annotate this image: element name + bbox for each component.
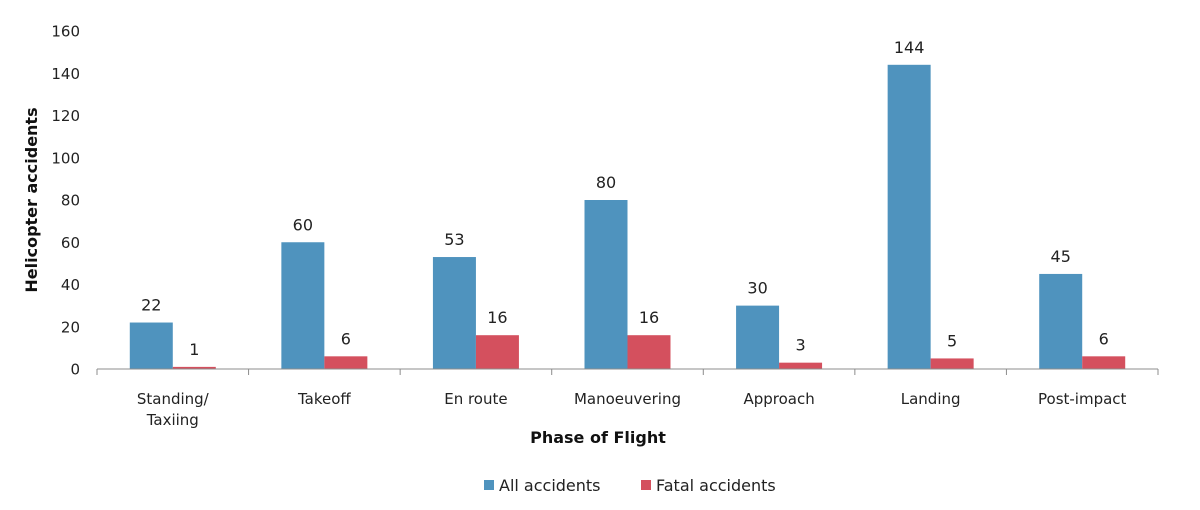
y-tick-label: 120: [51, 107, 80, 125]
data-label: 80: [596, 173, 616, 192]
legend-label: Fatal accidents: [656, 476, 776, 495]
x-tick-label: Approach: [743, 390, 814, 408]
x-axis: Standing/Taxiing Takeoff En route Manoeuver…: [96, 368, 1159, 429]
y-tick-label: 60: [61, 234, 80, 252]
bar: [129, 322, 173, 369]
x-axis-title: Phase of Flight: [530, 428, 666, 447]
data-label: 16: [487, 308, 507, 327]
y-axis: 0 20 40 60 80 100 120 140 160: [51, 23, 80, 379]
bar: [281, 242, 325, 369]
y-tick-label: 40: [61, 276, 80, 294]
bar: [584, 200, 628, 369]
data-label: 144: [894, 38, 925, 57]
x-tick-label: Standing/Taxiing: [137, 390, 210, 429]
data-label: 53: [444, 230, 464, 249]
x-tick-label: Takeoff: [297, 390, 351, 408]
bar: [1039, 273, 1083, 369]
data-label: 22: [141, 296, 161, 315]
bar: [779, 362, 823, 369]
data-label: 30: [747, 279, 767, 298]
x-tick-label: Manoeuvering: [574, 390, 681, 408]
bar: [1082, 356, 1126, 369]
x-tick-label: Landing: [901, 390, 961, 408]
y-tick-label: 160: [51, 23, 80, 41]
data-label: 1: [189, 340, 199, 359]
y-axis-title: Helicopter accidents: [22, 107, 41, 292]
data-label: 16: [639, 308, 659, 327]
data-label: 3: [795, 336, 805, 355]
bar: [736, 305, 780, 369]
bar: [172, 366, 216, 369]
bar: [930, 358, 974, 369]
bar: [324, 356, 368, 369]
bar: [432, 257, 476, 369]
y-tick-label: 20: [61, 318, 80, 336]
bar: [627, 335, 671, 369]
bar: [887, 64, 931, 370]
bar: [475, 335, 519, 369]
legend: All accidents Fatal accidents: [484, 476, 776, 495]
legend-label: All accidents: [499, 476, 601, 495]
y-tick-label: 140: [51, 65, 80, 83]
data-label: 45: [1051, 247, 1071, 266]
data-label: 60: [293, 215, 313, 234]
x-tick-label: Post-impact: [1038, 390, 1127, 408]
data-label: 5: [947, 331, 957, 350]
data-label: 6: [341, 329, 351, 348]
y-tick-label: 80: [61, 192, 80, 210]
data-label: 6: [1099, 329, 1109, 348]
legend-swatch: [641, 480, 651, 490]
x-tick-label: En route: [444, 390, 507, 408]
legend-swatch: [484, 480, 494, 490]
y-tick-label: 0: [70, 361, 80, 379]
y-tick-label: 100: [51, 149, 80, 167]
